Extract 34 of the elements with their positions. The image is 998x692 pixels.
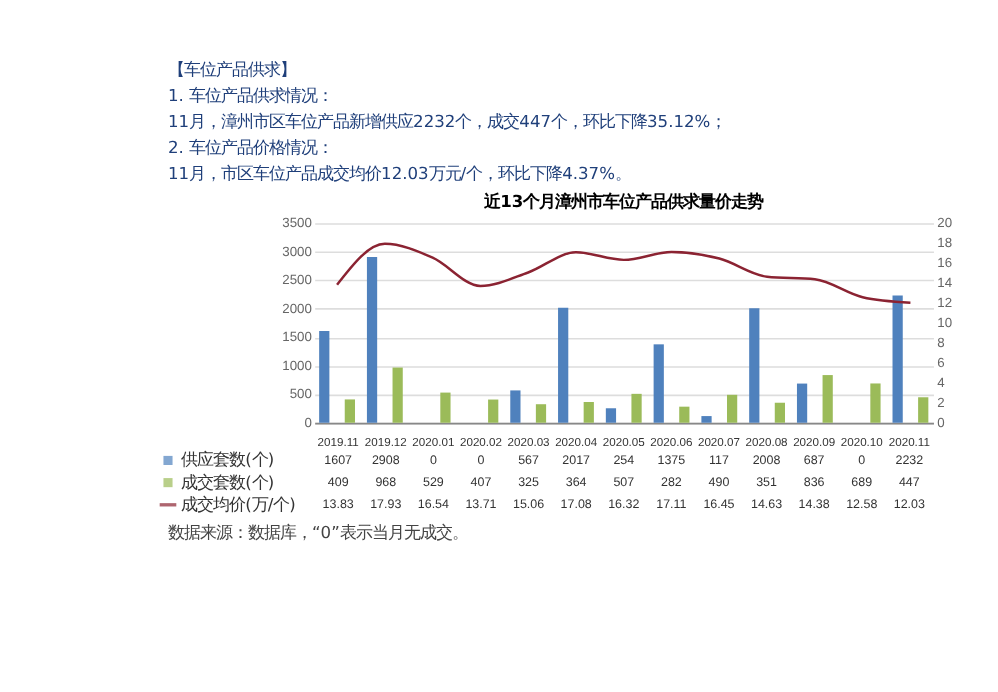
bar — [558, 307, 569, 423]
bar — [774, 402, 786, 423]
bar — [726, 394, 738, 423]
text: 11月，漳州市区车位产品新增供应2232个，成交447个，环比下降35.12%； — [168, 110, 727, 131]
bar — [653, 344, 664, 423]
bar — [535, 404, 547, 423]
text: 2. 车位产品价格情况： — [168, 136, 334, 157]
bar — [488, 399, 499, 423]
bar — [679, 406, 690, 423]
bar — [392, 367, 403, 423]
bar — [892, 295, 903, 423]
text: 1. 车位产品供求情况： — [168, 84, 334, 105]
source-note: 数据来源：数据库，“0”表示当月无成交。 — [168, 521, 468, 542]
bar — [822, 375, 833, 423]
bar — [870, 383, 881, 423]
chart-title: 近13个月漳州市车位产品供求量价走势 — [482, 190, 764, 211]
bar — [918, 397, 929, 423]
bar — [344, 399, 355, 423]
bar — [366, 256, 378, 423]
legend-label: 成交均价(万/个) — [181, 493, 296, 514]
bar — [583, 401, 594, 423]
bar — [749, 308, 760, 423]
bar — [440, 392, 451, 423]
bar — [701, 416, 712, 423]
bar — [319, 331, 330, 423]
bar — [796, 383, 808, 423]
bar — [631, 393, 642, 423]
legend-label: 供应套数(个) — [181, 449, 275, 470]
legend-label: 成交套数(个) — [181, 471, 275, 492]
bar — [510, 390, 521, 423]
line-series — [335, 242, 912, 304]
bar — [605, 408, 617, 423]
text: 11月，市区车位产品成交均价12.03万元/个，环比下降4.37%。 — [168, 162, 631, 183]
text: 【车位产品供求】 — [168, 58, 296, 79]
